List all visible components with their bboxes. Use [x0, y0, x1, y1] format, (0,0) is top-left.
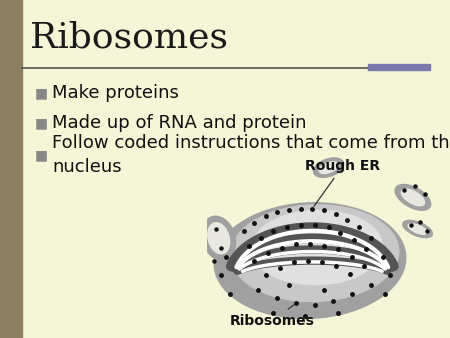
Bar	[368, 64, 430, 70]
Ellipse shape	[202, 216, 235, 260]
Bar	[0, 0, 22, 338]
Ellipse shape	[214, 203, 406, 318]
Text: Make proteins: Make proteins	[52, 84, 179, 102]
Ellipse shape	[314, 158, 344, 177]
Text: Ribosomes: Ribosomes	[230, 305, 315, 328]
Text: Ribosomes: Ribosomes	[30, 21, 228, 55]
Ellipse shape	[408, 224, 427, 234]
Text: ■: ■	[35, 116, 48, 130]
Ellipse shape	[208, 223, 230, 254]
Ellipse shape	[252, 210, 382, 285]
Ellipse shape	[403, 220, 432, 238]
Ellipse shape	[319, 162, 338, 173]
Ellipse shape	[401, 189, 425, 206]
Text: Made up of RNA and protein: Made up of RNA and protein	[52, 114, 306, 132]
Ellipse shape	[230, 205, 399, 301]
Text: ■: ■	[35, 148, 48, 162]
Ellipse shape	[395, 185, 431, 210]
Text: Follow coded instructions that come from the
nucleus: Follow coded instructions that come from…	[52, 134, 450, 176]
Text: ■: ■	[35, 86, 48, 100]
Text: Rough ER: Rough ER	[305, 159, 380, 206]
